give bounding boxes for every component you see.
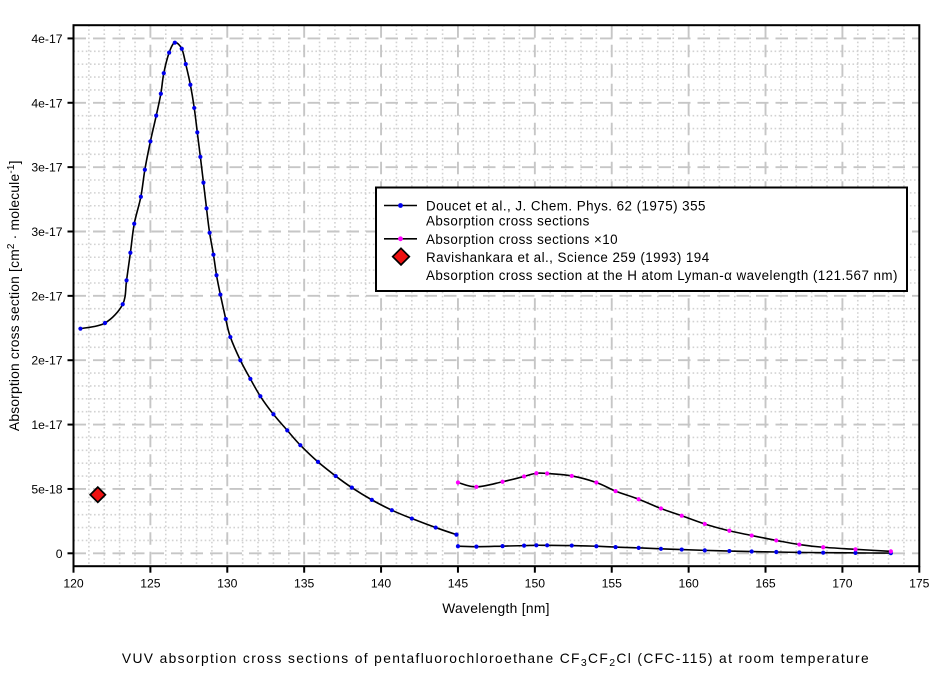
svg-text:140: 140 <box>371 577 392 591</box>
svg-text:145: 145 <box>448 577 469 591</box>
svg-text:3e-17: 3e-17 <box>31 225 62 239</box>
svg-text:Absorption cross section at th: Absorption cross section at the H atom L… <box>426 268 898 283</box>
svg-text:165: 165 <box>755 577 776 591</box>
svg-text:2e-17: 2e-17 <box>31 289 62 303</box>
svg-text:4e-17: 4e-17 <box>31 32 62 46</box>
svg-text:1e-17: 1e-17 <box>31 418 62 432</box>
svg-text:VUV absorption cross sections: VUV absorption cross sections of pentafl… <box>122 651 870 669</box>
svg-text:Absorption cross section [cm2: Absorption cross section [cm2 · molecule… <box>6 160 22 431</box>
svg-text:Wavelength [nm]: Wavelength [nm] <box>442 601 550 616</box>
svg-text:5e-18: 5e-18 <box>31 482 62 496</box>
svg-text:0: 0 <box>56 547 63 561</box>
svg-text:135: 135 <box>294 577 315 591</box>
svg-text:2e-17: 2e-17 <box>31 354 62 368</box>
svg-text:130: 130 <box>217 577 238 591</box>
svg-text:Doucet et al., J. Chem. Phys.: Doucet et al., J. Chem. Phys. 62 (1975) … <box>426 198 706 213</box>
svg-text:125: 125 <box>140 577 161 591</box>
svg-text:4e-17: 4e-17 <box>31 96 62 110</box>
svg-text:175: 175 <box>909 577 930 591</box>
svg-text:Absorption cross sections ×10: Absorption cross sections ×10 <box>426 232 618 247</box>
svg-text:150: 150 <box>525 577 546 591</box>
svg-text:Ravishankara et al., Science 2: Ravishankara et al., Science 259 (1993) … <box>426 250 710 265</box>
svg-text:160: 160 <box>678 577 699 591</box>
svg-text:155: 155 <box>602 577 623 591</box>
svg-text:170: 170 <box>832 577 853 591</box>
svg-text:Absorption cross sections: Absorption cross sections <box>426 214 590 229</box>
svg-text:120: 120 <box>63 577 84 591</box>
svg-text:3e-17: 3e-17 <box>31 161 62 175</box>
